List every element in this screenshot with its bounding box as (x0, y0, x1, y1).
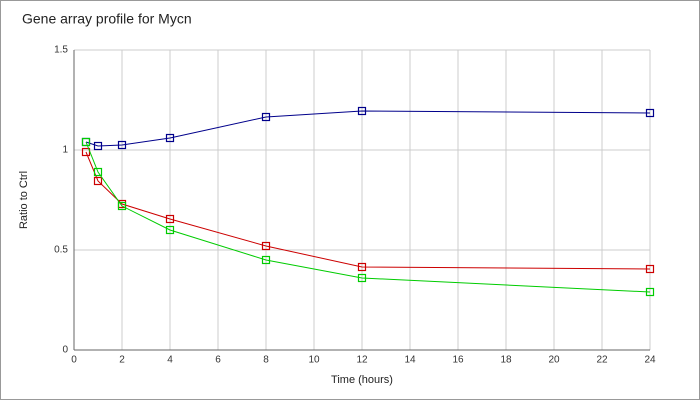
y-tick-label: 1 (62, 145, 68, 156)
chart-title: Gene array profile for Mycn (22, 11, 192, 27)
x-tick-label: 24 (644, 355, 656, 366)
x-tick-label: 22 (596, 355, 608, 366)
x-tick-label: 12 (356, 355, 368, 366)
data-point (81, 137, 91, 147)
data-point (645, 108, 655, 118)
data-point (165, 225, 175, 235)
data-point (165, 133, 175, 143)
x-tick-label: 18 (500, 355, 512, 366)
x-axis-label: Time (hours) (331, 374, 393, 386)
y-tick-label: 1.5 (54, 45, 68, 56)
data-point (117, 140, 127, 150)
x-tick-label: 14 (404, 355, 416, 366)
data-point (261, 112, 271, 122)
x-tick-label: 6 (215, 355, 221, 366)
series-line (85, 151, 651, 270)
data-point (645, 287, 655, 297)
x-tick-label: 16 (452, 355, 464, 366)
x-tick-label: 8 (263, 355, 269, 366)
data-point (117, 201, 127, 211)
series-line (85, 141, 651, 293)
data-point (93, 141, 103, 151)
data-point (261, 255, 271, 265)
data-point (93, 176, 103, 186)
data-point (357, 273, 367, 283)
data-point (645, 264, 655, 274)
x-tick-label: 10 (308, 355, 320, 366)
data-point (261, 241, 271, 251)
y-tick-label: 0 (62, 345, 68, 356)
y-axis-label: Ratio to Ctrl (18, 171, 30, 229)
x-tick-label: 20 (548, 355, 560, 366)
data-point (357, 262, 367, 272)
x-tick-label: 4 (167, 355, 173, 366)
data-point (357, 106, 367, 116)
data-point (165, 214, 175, 224)
x-tick-label: 0 (71, 355, 77, 366)
y-tick-label: 0.5 (54, 245, 68, 256)
x-tick-label: 2 (119, 355, 125, 366)
data-point (93, 167, 103, 177)
series-line (85, 110, 651, 147)
